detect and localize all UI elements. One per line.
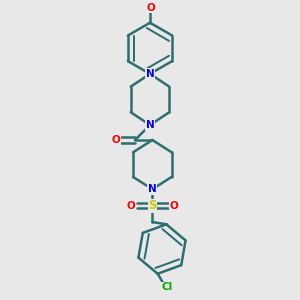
- Text: O: O: [169, 201, 178, 211]
- Text: Cl: Cl: [162, 282, 173, 292]
- Text: O: O: [146, 3, 155, 13]
- Text: N: N: [148, 184, 157, 194]
- Text: N: N: [146, 69, 154, 79]
- Text: S: S: [148, 199, 157, 212]
- Text: N: N: [146, 120, 154, 130]
- Text: O: O: [127, 201, 136, 211]
- Text: O: O: [112, 135, 121, 145]
